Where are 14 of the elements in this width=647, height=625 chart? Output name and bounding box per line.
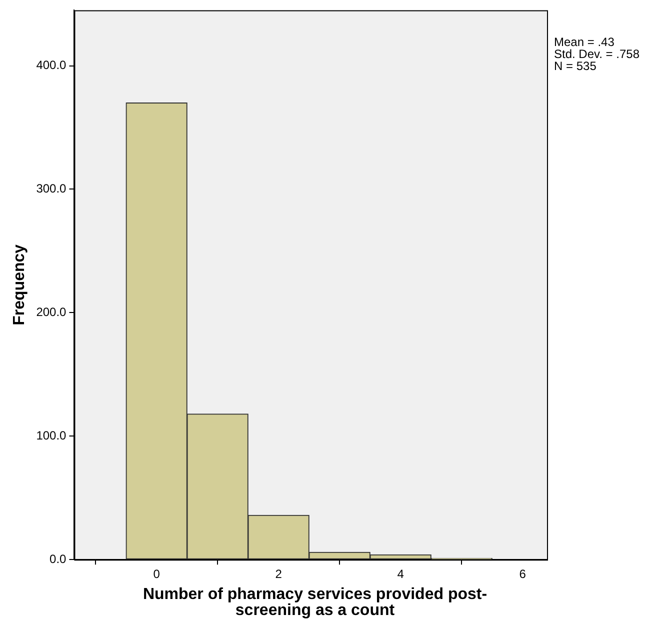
text: N = 535 <box>554 59 598 73</box>
x-tick-label: 4 <box>397 567 404 582</box>
x-tick-label: 2 <box>275 567 282 582</box>
y-tick-label: 100.0 <box>36 428 67 442</box>
y-axis-title: Frequency <box>11 244 28 326</box>
y-tick-label: 400.0 <box>36 58 67 72</box>
y-tick-label: 0.0 <box>50 552 67 566</box>
x-tick-label: 6 <box>519 567 526 582</box>
y-tick-label: 200.0 <box>36 304 67 319</box>
text: Mean = .43 <box>554 35 616 49</box>
text: Std. Dev. = .758 <box>554 47 640 61</box>
x-axis-title: Number of pharmacy services provided post-screening as a count <box>142 586 488 619</box>
y-tick-label: 300.0 <box>36 182 67 196</box>
x-tick-label: 0 <box>153 567 160 582</box>
